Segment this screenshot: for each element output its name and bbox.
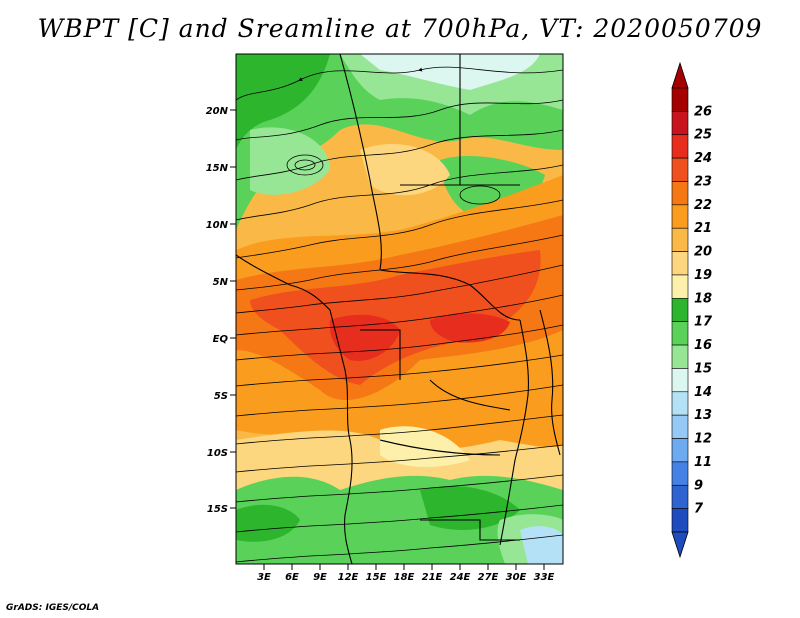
colorbar-swatch xyxy=(671,274,689,299)
lat-axis xyxy=(230,109,236,509)
lon-tick-label: 27E xyxy=(478,572,499,583)
colorbar-label: 12 xyxy=(694,432,712,447)
lat-tick-label: 15N xyxy=(206,163,229,174)
lat-tick-label: 5S xyxy=(214,391,228,402)
colorbar-swatch xyxy=(671,321,689,346)
colorbar-label: 14 xyxy=(694,385,712,400)
colorbar-label: 18 xyxy=(694,291,712,306)
colorbar-label: 15 xyxy=(694,361,712,376)
colorbar-swatch xyxy=(671,508,689,533)
colorbar-label: 19 xyxy=(694,268,712,283)
colorbar-swatch xyxy=(671,251,689,276)
colorbar-label: 16 xyxy=(694,338,712,353)
map-frame xyxy=(235,53,564,565)
colorbar-label: 9 xyxy=(694,478,703,493)
lon-axis xyxy=(263,564,545,570)
colorbar-label: 24 xyxy=(694,151,712,166)
colorbar-label: 20 xyxy=(694,245,712,260)
colorbar-swatch xyxy=(671,111,689,136)
colorbar-label: 17 xyxy=(694,315,713,330)
colorbar-swatch xyxy=(671,461,689,486)
colorbar-top-arrow xyxy=(671,61,689,89)
colorbar-swatch xyxy=(671,227,689,252)
colorbar-swatch xyxy=(671,344,689,369)
coastlines xyxy=(236,54,561,564)
colorbar-swatch xyxy=(671,438,689,463)
lon-tick-label: 12E xyxy=(338,572,359,583)
lat-tick-label: 5N xyxy=(213,277,229,288)
lon-tick-label: 15E xyxy=(366,572,387,583)
lon-tick-label: 9E xyxy=(313,572,327,583)
lon-tick-label: 24E xyxy=(450,572,471,583)
colorbar-swatch xyxy=(671,414,689,439)
colorbar-label: 13 xyxy=(694,408,712,423)
colorbar-swatch xyxy=(671,87,689,112)
lon-tick-label: 30E xyxy=(506,572,527,583)
colorbar-swatch xyxy=(671,484,689,509)
wbpt-shading xyxy=(236,54,563,564)
lon-tick-label: 18E xyxy=(394,572,415,583)
colorbar-swatch xyxy=(671,157,689,182)
colorbar-label: 22 xyxy=(694,198,712,213)
lon-tick-label: 6E xyxy=(285,572,299,583)
colorbar-label: 23 xyxy=(694,174,712,189)
colorbar-label: 11 xyxy=(694,455,712,470)
grads-credit: GrADS: IGES/COLA xyxy=(6,603,100,613)
colorbar-swatch xyxy=(671,298,689,322)
colorbar-label: 7 xyxy=(694,502,704,517)
colorbar-swatch xyxy=(671,181,689,206)
lon-tick-label: 21E xyxy=(422,572,443,583)
lat-tick-label: 15S xyxy=(207,504,228,515)
colorbar-swatch xyxy=(671,204,689,229)
colorbar-label: 21 xyxy=(694,221,712,236)
colorbar-swatch xyxy=(671,391,689,416)
lat-tick-label: 20N xyxy=(206,106,229,117)
lon-tick-label: 33E xyxy=(534,572,555,583)
colorbar-bottom-arrow xyxy=(671,531,689,559)
colorbar-label: 26 xyxy=(694,104,712,119)
lon-tick-label: 3E xyxy=(257,572,271,583)
colorbar-label: 25 xyxy=(694,128,712,143)
colorbar: 26 25 24 23 22 21 20 19 18 17 16 15 14 13 12 11 9 7 xyxy=(671,61,713,559)
colorbar-swatch xyxy=(671,368,689,393)
lat-tick-label: 10N xyxy=(206,220,229,231)
colorbar-swatch xyxy=(671,134,689,159)
map-title: WBPT [C] and Sreamline at 700hPa, VT: 20… xyxy=(37,14,763,43)
lat-tick-label: 10S xyxy=(207,448,228,459)
streamlines xyxy=(236,66,563,563)
lat-tick-label: EQ xyxy=(213,334,229,345)
